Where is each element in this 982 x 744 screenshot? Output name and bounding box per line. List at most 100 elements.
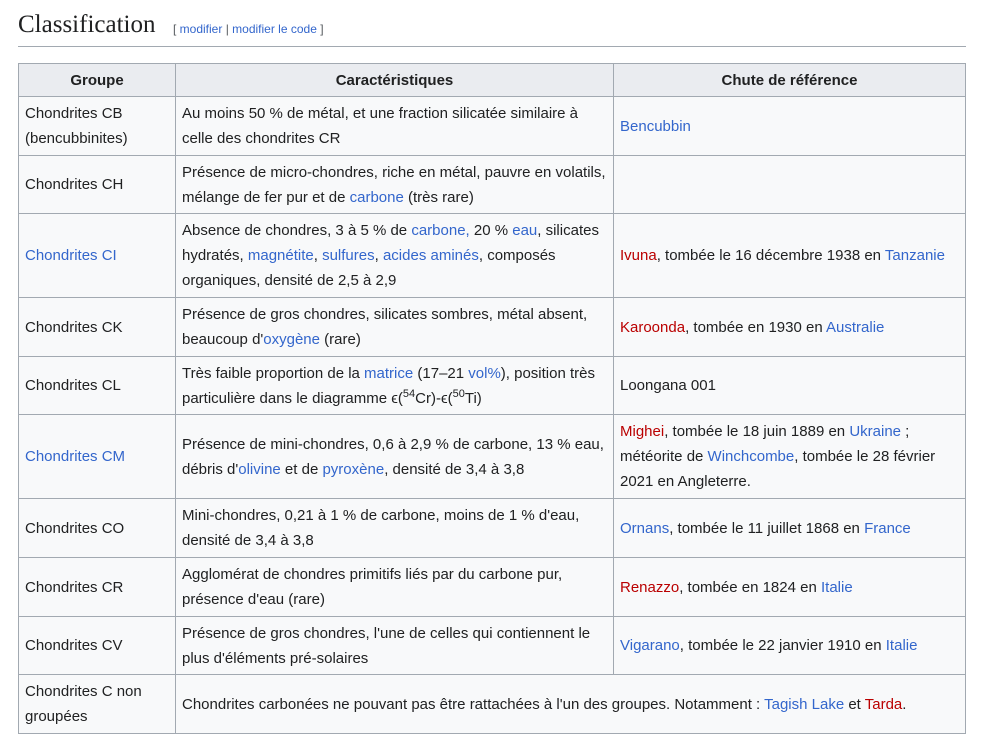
link[interactable]: Vigarano bbox=[620, 637, 680, 654]
text: Présence de micro-chondres, riche en mét… bbox=[182, 163, 606, 206]
link[interactable]: Bencubbin bbox=[620, 117, 691, 135]
text: ; météorite de bbox=[620, 423, 910, 465]
classification-table: Groupe Caractéristiques Chute de référen… bbox=[18, 63, 966, 734]
edit-link[interactable]: modifier bbox=[179, 22, 223, 36]
red-link[interactable]: Tarda bbox=[864, 695, 903, 713]
text: . bbox=[902, 695, 907, 713]
description-cell: Mini-chondres, 0,21 à 1 % de carbone, mo… bbox=[175, 498, 614, 558]
text: et bbox=[844, 695, 865, 713]
group-cell: Chondrites CL bbox=[18, 356, 176, 415]
text: , tombée le 28 février 2021 en Angleterr… bbox=[620, 448, 936, 490]
table-row: Chondrites CO Mini-chondres, 0,21 à 1 % d… bbox=[18, 498, 966, 558]
text: Chondrites CH bbox=[25, 176, 124, 193]
link[interactable]: Italie bbox=[885, 637, 918, 654]
text: Très faible proportion de la bbox=[182, 364, 365, 382]
link[interactable]: Tagish Lake bbox=[764, 695, 845, 713]
text: Loongana 001 bbox=[620, 377, 716, 394]
link[interactable]: eau bbox=[512, 222, 538, 239]
header-chute: Chute de référence bbox=[613, 63, 966, 97]
group-cell: Chondrites CB (bencubbinites) bbox=[18, 96, 176, 156]
link[interactable]: olivine bbox=[238, 460, 281, 478]
text: , tombée en 1824 en bbox=[679, 578, 821, 596]
link[interactable]: acides aminés bbox=[382, 247, 479, 264]
link[interactable]: Ukraine bbox=[849, 423, 902, 440]
text: , silicates hydratés, bbox=[182, 222, 599, 264]
link[interactable]: vol% bbox=[468, 364, 501, 382]
table-row: Chondrites CL Très faible proportion de l… bbox=[18, 356, 966, 415]
text: Chondrites CB (bencubbinites) bbox=[25, 105, 128, 147]
group-cell: Chondrites CO bbox=[18, 498, 176, 558]
table-row: Chondrites CI Absence de chondres, 3 à 5 … bbox=[18, 213, 966, 298]
separator: | bbox=[222, 22, 233, 36]
text: Présence de mini-chondres, 0,6 à 2,9 % d… bbox=[182, 435, 604, 478]
text: , bbox=[374, 247, 383, 264]
description-cell: Présence de micro-chondres, riche en mét… bbox=[175, 155, 614, 214]
description-cell: Absence de chondres, 3 à 5 % de carbone,… bbox=[175, 213, 614, 298]
link[interactable]: sulfures bbox=[322, 247, 375, 264]
text: Présence de gros chondres, silicates som… bbox=[182, 306, 588, 348]
link[interactable]: Winchcombe bbox=[707, 448, 795, 465]
reference-cell: Ornans, tombée le 11 juillet 1868 en Fra… bbox=[613, 498, 966, 558]
superscript: 54 bbox=[402, 387, 416, 400]
reference-cell: Karoonda, tombée en 1930 en Australie bbox=[613, 297, 966, 357]
text: Agglomérat de chondres primitifs liés pa… bbox=[182, 566, 563, 608]
edit-code-link[interactable]: modifier le code bbox=[232, 22, 317, 36]
text: 20 % bbox=[469, 222, 513, 239]
text: Ti) bbox=[464, 389, 482, 407]
text: (très rare) bbox=[403, 188, 474, 206]
text: Chondrites CR bbox=[25, 578, 124, 596]
text: , bbox=[313, 247, 323, 264]
superscript: 50 bbox=[452, 387, 465, 400]
text: Absence de chondres, 3 à 5 % de bbox=[182, 222, 412, 239]
text: Mini-chondres, 0,21 à 1 % de carbone, mo… bbox=[182, 507, 580, 549]
reference-cell bbox=[613, 155, 966, 214]
link[interactable]: Tanzanie bbox=[884, 247, 945, 264]
text: (17–21 bbox=[413, 364, 469, 382]
text: Chondrites CL bbox=[25, 377, 121, 394]
link[interactable]: matrice bbox=[364, 364, 414, 382]
red-link[interactable]: Karoonda bbox=[620, 318, 686, 336]
table-row: Chondrites CM Présence de mini-chondres, … bbox=[18, 414, 966, 499]
text: , tombée en 1930 en bbox=[685, 318, 827, 336]
section-heading: Classification [ modifier | modifier le … bbox=[18, 8, 966, 47]
text: , tombée le 16 décembre 1938 en bbox=[656, 247, 885, 264]
link[interactable]: carbone, bbox=[411, 222, 470, 239]
red-link[interactable]: Renazzo bbox=[620, 578, 680, 596]
table-row: Chondrites CB (bencubbinites) Au moins 50… bbox=[18, 96, 966, 156]
group-cell: Chondrites C non groupées bbox=[18, 674, 176, 734]
link[interactable]: magnétite bbox=[247, 247, 314, 264]
table-row: Chondrites C non groupées Chondrites carb… bbox=[18, 674, 966, 734]
link[interactable]: Italie bbox=[820, 578, 853, 596]
edit-links: [ modifier | modifier le code ] bbox=[173, 22, 324, 36]
link[interactable]: France bbox=[864, 519, 911, 537]
link[interactable]: Chondrites CM bbox=[25, 448, 126, 465]
text: Chondrites CV bbox=[25, 637, 123, 654]
description-cell: Présence de gros chondres, silicates som… bbox=[175, 297, 614, 357]
bracket: ] bbox=[316, 22, 324, 36]
text: Chondrites CO bbox=[25, 519, 125, 537]
text: (rare) bbox=[320, 331, 361, 348]
reference-cell: Bencubbin bbox=[613, 96, 966, 156]
link[interactable]: pyroxène bbox=[322, 460, 385, 478]
red-link[interactable]: Ivuna bbox=[620, 247, 657, 264]
description-cell: Agglomérat de chondres primitifs liés pa… bbox=[175, 557, 614, 617]
text: Au moins 50 % de métal, et une fraction … bbox=[182, 105, 579, 147]
header-caracteristiques: Caractéristiques bbox=[175, 63, 614, 97]
description-cell: Très faible proportion de la matrice (17… bbox=[175, 356, 614, 415]
red-link[interactable]: Mighei bbox=[620, 423, 665, 440]
link[interactable]: Australie bbox=[826, 318, 885, 336]
link[interactable]: oxygène bbox=[263, 331, 320, 348]
bracket: [ bbox=[173, 22, 180, 36]
table-row: Chondrites CK Présence de gros chondres, … bbox=[18, 297, 966, 357]
text: ), position très particulière dans le di… bbox=[182, 364, 596, 407]
link[interactable]: carbone bbox=[349, 188, 404, 206]
reference-cell: Vigarano, tombée le 22 janvier 1910 en I… bbox=[613, 616, 966, 675]
text: , composés organiques, densité de 2,5 à … bbox=[182, 247, 556, 289]
description-cell: Présence de gros chondres, l'une de cell… bbox=[175, 616, 614, 675]
table-row: Chondrites CR Agglomérat de chondres prim… bbox=[18, 557, 966, 617]
link[interactable]: Chondrites CI bbox=[25, 247, 117, 264]
group-cell: Chondrites CV bbox=[18, 616, 176, 675]
section-title: Classification bbox=[18, 11, 156, 38]
table-row: Chondrites CH Présence de micro-chondres,… bbox=[18, 155, 966, 214]
link[interactable]: Ornans bbox=[620, 519, 670, 537]
